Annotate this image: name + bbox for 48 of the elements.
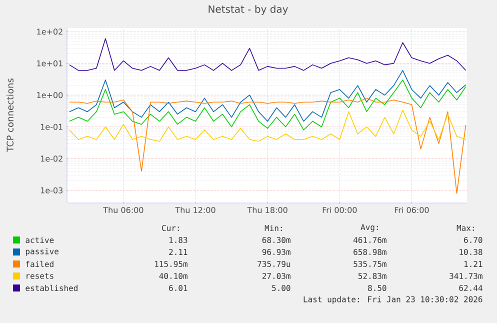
y-tick-label: 1e-01 (40, 124, 62, 130)
text: Last update: Fri Jan 23 10:30:02 2026 (304, 296, 482, 304)
line-series (69, 98, 466, 194)
y-axis-title: TCP connections (6, 78, 14, 152)
x-tick-label: Thu 12:00 (175, 206, 216, 214)
text: 52.83m (358, 272, 386, 280)
y-tick-label: 1e+02 (37, 28, 62, 35)
x-tick-label: Thu 06:00 (103, 206, 144, 214)
x-tick-label: Thu 18:00 (247, 206, 288, 214)
text: 1.21 (464, 261, 482, 267)
legend-label: passive (26, 248, 58, 256)
text: 40.10m (159, 272, 188, 280)
text: Max: (456, 225, 474, 231)
line-series (69, 110, 466, 142)
chart-title: Netstat - by day (208, 5, 288, 15)
x-tick-label: Fri 00:00 (322, 206, 357, 214)
legend-label: failed (26, 260, 54, 268)
text: 5.00 (272, 284, 290, 292)
y-tick-label: 1e+00 (37, 92, 63, 98)
legend-label: resets (26, 273, 54, 279)
text: 2.11 (169, 249, 188, 255)
text: 6.70 (464, 236, 482, 244)
text: 96.93m (262, 248, 290, 256)
text: 68.30m (262, 236, 290, 244)
text: Min: (264, 224, 282, 232)
text: 461.76m (353, 236, 386, 244)
y-tick-label: 1e-02 (40, 156, 62, 162)
legend-label: established (26, 284, 78, 292)
text: 115.95m (155, 260, 188, 268)
text: Cur: (162, 224, 179, 232)
text: 658.98m (354, 248, 386, 256)
text: 10.38 (460, 248, 482, 256)
line-series (69, 70, 466, 122)
text: 735.79u (258, 260, 290, 268)
text: 62.44 (459, 284, 482, 292)
text: 1.83 (170, 236, 188, 244)
text: 27.03m (262, 272, 290, 280)
y-tick-label: 1e-03 (40, 187, 62, 194)
legend-label: active (26, 236, 54, 244)
text: 535.75m (354, 260, 386, 268)
text: 8.50 (368, 284, 386, 292)
line-series (69, 38, 466, 71)
line-series (69, 80, 466, 130)
text: Avg: (360, 224, 378, 232)
text: 341.73m (450, 272, 482, 280)
y-tick-label: 1e+01 (37, 60, 62, 66)
text: 6.01 (169, 284, 188, 292)
x-tick-label: Fri 06:00 (394, 206, 429, 214)
